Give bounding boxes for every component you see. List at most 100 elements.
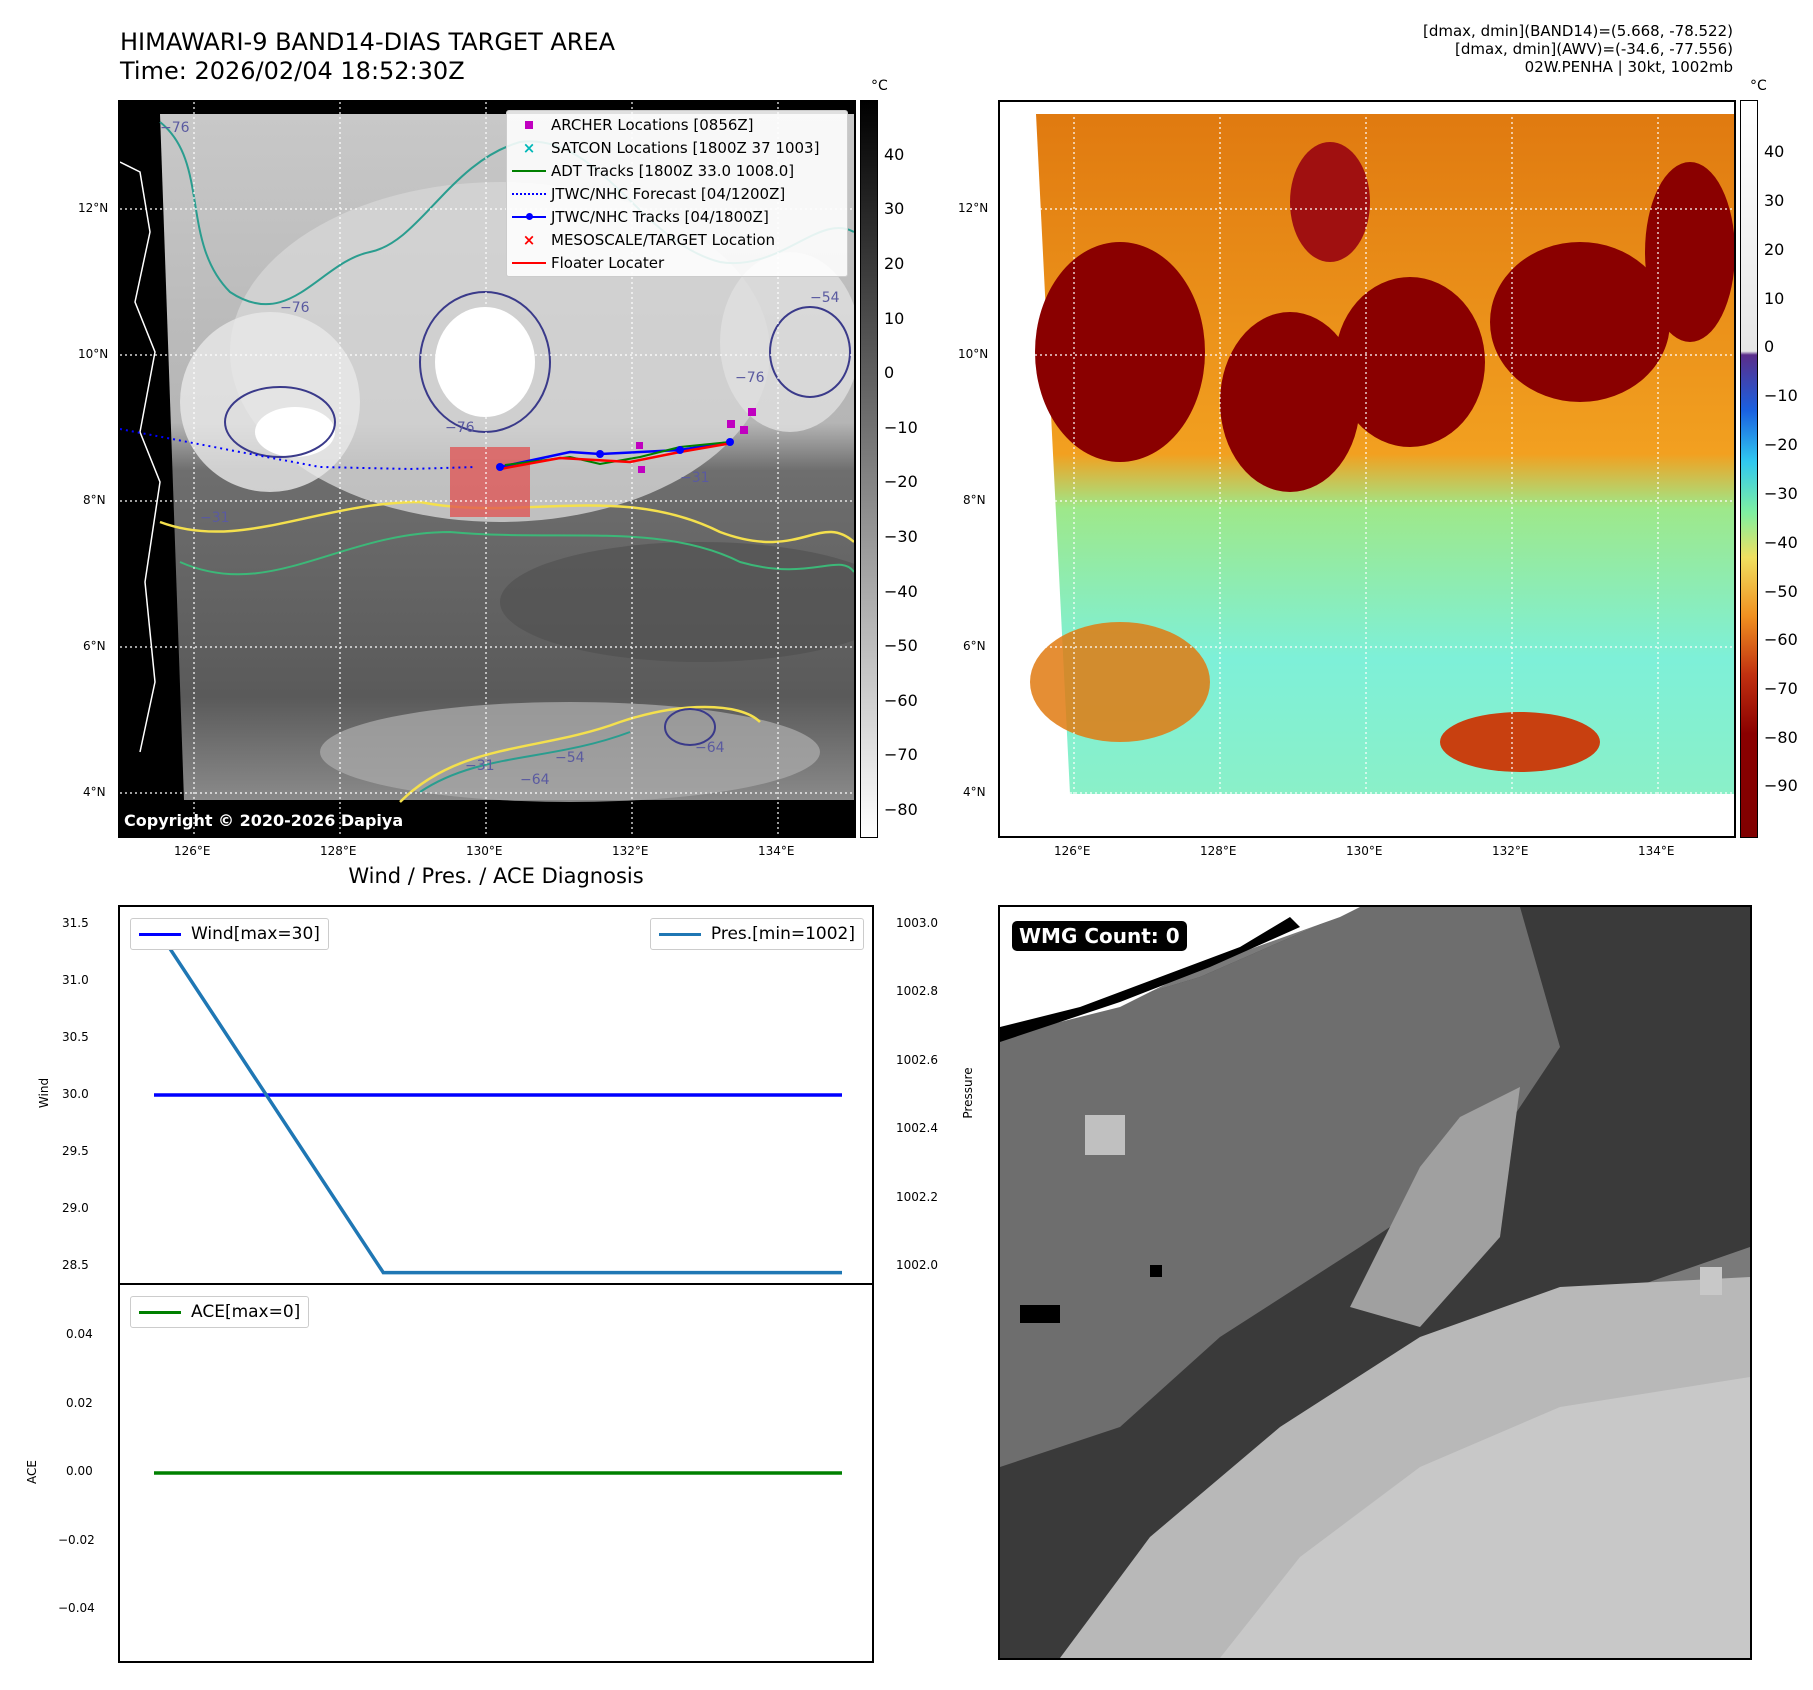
- colorbar-tick: −60: [884, 691, 918, 710]
- pressure-legend: Pres.[min=1002]: [649, 918, 864, 950]
- colorbar-tick: −10: [1764, 386, 1798, 405]
- wmg-image: [1000, 907, 1750, 1658]
- colorbar-tick: −30: [884, 527, 918, 546]
- colorbar-tick: −90: [1764, 776, 1798, 795]
- legend-line-icon: [658, 932, 701, 936]
- contour-label: −54: [555, 750, 585, 766]
- line-marker-icon: [507, 169, 551, 172]
- contour-label: −76: [445, 420, 475, 436]
- ace-tick: −0.04: [58, 1601, 95, 1615]
- enhanced-map-image: [1000, 102, 1734, 836]
- contour-label: −64: [695, 740, 725, 756]
- legend-item-jtwc-forecast: JTWC/NHC Forecast [04/1200Z]: [507, 182, 847, 205]
- lat-label: 6°N: [83, 639, 106, 653]
- wind-axis-label: Wind: [37, 1077, 51, 1109]
- ir-map-legend: ARCHER Locations [0856Z] × SATCON Locatio…: [506, 110, 848, 277]
- colorbar-tick: −50: [884, 636, 918, 655]
- lat-label: 12°N: [958, 201, 989, 215]
- colorbar-tick: −70: [1764, 679, 1798, 698]
- contour-label: −31: [680, 470, 710, 486]
- colorbar-tick: 20: [1764, 240, 1785, 259]
- legend-item-archer: ARCHER Locations [0856Z]: [507, 113, 847, 136]
- wind-tick: 30.5: [62, 1030, 89, 1044]
- wind-pressure-plot: Wind[max=30] Pres.[min=1002]: [118, 905, 874, 1285]
- lon-label: 134°E: [758, 844, 795, 858]
- colorbar-tick: −20: [884, 472, 918, 491]
- ace-tick: 0.00: [66, 1464, 93, 1478]
- lon-label: 132°E: [1492, 844, 1529, 858]
- colorbar-tick: −50: [1764, 582, 1798, 601]
- diagnosis-title: Wind / Pres. / ACE Diagnosis: [348, 864, 644, 888]
- square-marker-icon: [507, 120, 551, 129]
- enhanced-colorbar: [1740, 100, 1758, 838]
- lat-label: 12°N: [78, 201, 109, 215]
- colorbar-tick: 0: [884, 363, 895, 382]
- legend-line-icon: [139, 932, 181, 936]
- legend-item-floater: Floater Locater: [507, 251, 847, 274]
- lat-label: 8°N: [963, 493, 986, 507]
- colorbar-tick: 40: [1764, 142, 1785, 161]
- wmg-panel: WMG Count: 0: [998, 905, 1752, 1660]
- info-line-2: [dmax, dmin](AWV)=(-34.6, -77.556): [1454, 40, 1733, 58]
- lon-label: 130°E: [1346, 844, 1383, 858]
- wind-tick: 31.5: [62, 916, 89, 930]
- ace-plot: ACE[max=0]: [118, 1283, 874, 1663]
- wind-tick: 28.5: [62, 1258, 89, 1272]
- ir-colorbar-unit: °C: [871, 78, 888, 94]
- pressure-tick: 1002.4: [896, 1121, 938, 1135]
- legend-item-adt: ADT Tracks [1800Z 33.0 1008.0]: [507, 159, 847, 182]
- wind-tick: 29.0: [62, 1201, 89, 1215]
- copyright-text: Copyright © 2020-2026 Dapiya: [124, 811, 404, 830]
- pressure-axis-label: Pressure: [961, 1067, 975, 1119]
- lon-label: 126°E: [1054, 844, 1091, 858]
- colorbar-tick: −80: [884, 800, 918, 819]
- lat-label: 4°N: [963, 785, 986, 799]
- legend-line-icon: [139, 1310, 181, 1314]
- wind-tick: 29.5: [62, 1144, 89, 1158]
- info-line-3: 02W.PENHA | 30kt, 1002mb: [1524, 58, 1733, 76]
- lon-label: 130°E: [466, 844, 503, 858]
- x-marker-icon: ×: [522, 138, 536, 157]
- wind-tick: 31.0: [62, 973, 89, 987]
- ir-map-panel: −76 −76 −76 −76 −54 −31 −31 −64 −54 −31 …: [118, 100, 856, 838]
- title-line-1: HIMAWARI-9 BAND14-DIAS TARGET AREA: [120, 28, 616, 56]
- lat-label: 10°N: [958, 347, 989, 361]
- colorbar-tick: 0: [1764, 337, 1775, 356]
- contour-label: −31: [200, 510, 230, 526]
- colorbar-tick: 30: [1764, 191, 1785, 210]
- line-dot-icon: [507, 213, 551, 220]
- contour-label: −76: [735, 370, 765, 386]
- enhanced-colorbar-unit: °C: [1750, 78, 1767, 94]
- ace-axis-label: ACE: [25, 1460, 39, 1484]
- colorbar-tick: −40: [1764, 533, 1798, 552]
- line-marker-icon: [507, 261, 551, 264]
- colorbar-tick: −80: [1764, 728, 1798, 747]
- pressure-tick: 1002.8: [896, 984, 938, 998]
- contour-label: −76: [280, 300, 310, 316]
- contour-label: −76: [160, 120, 190, 136]
- wmg-count-badge: WMG Count: 0: [1012, 921, 1187, 951]
- wind-legend: Wind[max=30]: [130, 918, 329, 950]
- colorbar-tick: 20: [884, 254, 905, 273]
- colorbar-tick: 10: [1764, 289, 1785, 308]
- info-line-1: [dmax, dmin](BAND14)=(5.668, -78.522): [1422, 22, 1733, 40]
- lat-label: 4°N: [83, 785, 106, 799]
- pressure-tick: 1002.2: [896, 1190, 938, 1204]
- contour-label: −54: [810, 290, 840, 306]
- lon-label: 128°E: [320, 844, 357, 858]
- legend-item-jtwc-tracks: JTWC/NHC Tracks [04/1800Z]: [507, 205, 847, 228]
- x-marker-icon: ×: [522, 230, 536, 249]
- contour-label: −31: [465, 758, 495, 774]
- lon-label: 134°E: [1638, 844, 1675, 858]
- wind-tick: 30.0: [62, 1087, 89, 1101]
- colorbar-tick: −70: [884, 745, 918, 764]
- ace-legend: ACE[max=0]: [130, 1296, 310, 1328]
- figure-title: HIMAWARI-9 BAND14-DIAS TARGET AREA Time:…: [120, 28, 615, 86]
- lon-label: 128°E: [1200, 844, 1237, 858]
- pressure-tick: 1003.0: [896, 916, 938, 930]
- colorbar-tick: −40: [884, 582, 918, 601]
- ace-svg: [154, 1471, 842, 1475]
- lon-label: 126°E: [174, 844, 211, 858]
- dotted-line-icon: [507, 192, 551, 195]
- ace-tick: 0.02: [66, 1396, 93, 1410]
